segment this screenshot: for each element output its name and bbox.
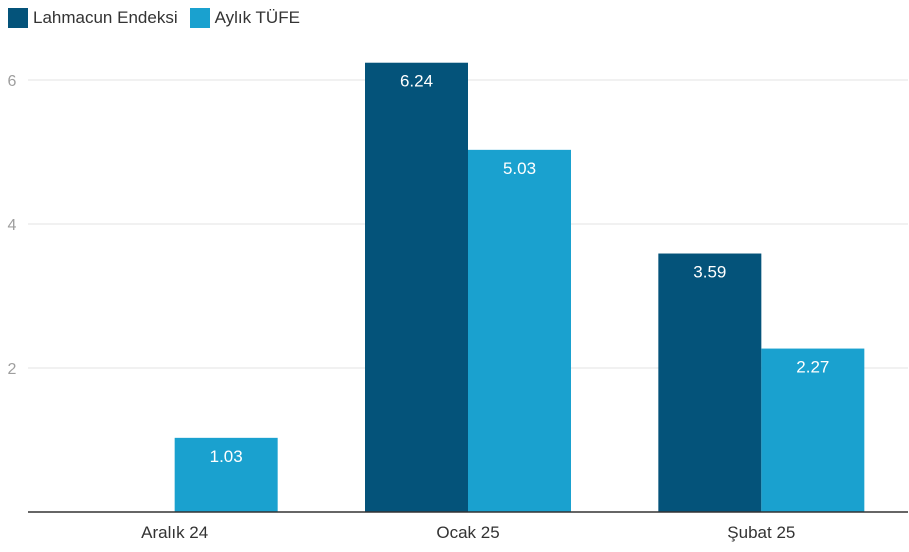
bar[interactable] [658, 253, 762, 512]
legend: Lahmacun Endeksi Aylık TÜFE [8, 8, 312, 28]
bar[interactable] [761, 348, 865, 512]
legend-item-tufe[interactable]: Aylık TÜFE [189, 8, 300, 28]
legend-label-lahmacun: Lahmacun Endeksi [33, 8, 178, 27]
legend-label-tufe: Aylık TÜFE [214, 8, 300, 27]
bar[interactable] [174, 437, 278, 512]
data-label: 5.03 [503, 159, 536, 178]
bar[interactable] [468, 149, 571, 512]
legend-item-lahmacun[interactable]: Lahmacun Endeksi [8, 8, 178, 28]
bar[interactable] [365, 62, 468, 512]
y-tick-label: 2 [8, 361, 17, 378]
x-tick-label: Aralık 24 [141, 523, 208, 542]
data-label: 3.59 [693, 263, 726, 282]
legend-swatch-lahmacun [8, 8, 28, 28]
data-label: 6.24 [400, 72, 433, 91]
data-label: 1.03 [210, 447, 243, 466]
x-tick-label: Şubat 25 [727, 523, 795, 542]
y-tick-label: 4 [8, 217, 17, 234]
data-label: 2.27 [796, 358, 829, 377]
legend-swatch-tufe [189, 8, 210, 28]
y-tick-label: 6 [8, 73, 17, 90]
x-tick-label: Ocak 25 [436, 523, 499, 542]
